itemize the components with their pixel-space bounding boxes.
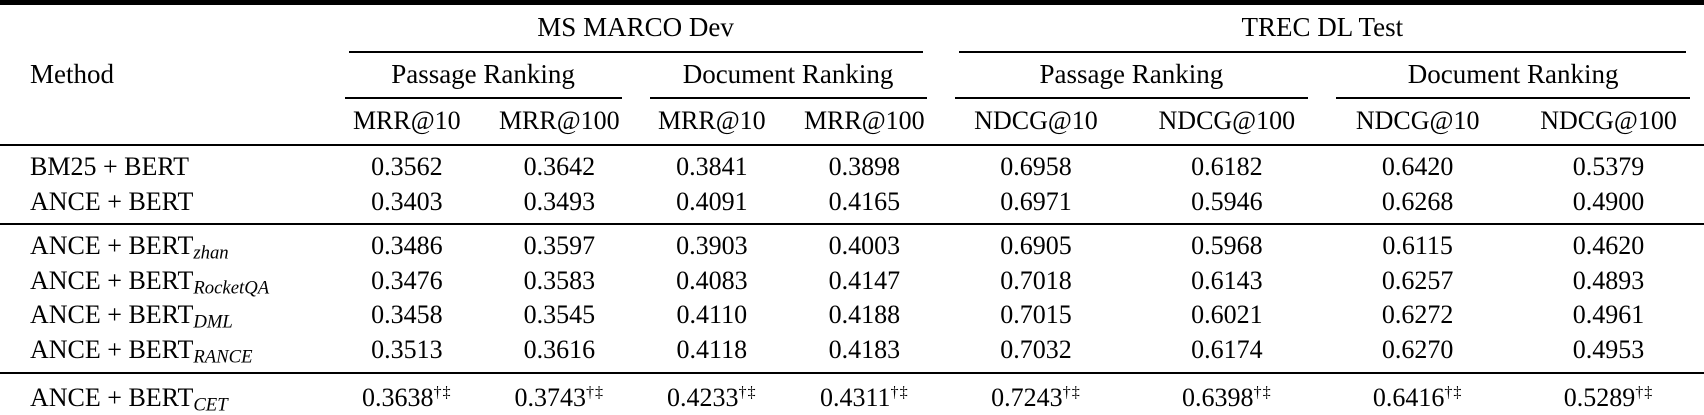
metric-value: 0.5968 [1191,231,1263,261]
metric-value: 0.4147 [828,265,901,295]
metric-value: 0.6270 [1381,334,1454,364]
method-column-header: Method [30,59,114,89]
metric-value: 0.6115 [1382,231,1453,261]
metric-value: 0.3545 [523,300,596,330]
metric-value: 0.6971 [1000,186,1072,216]
group-header-ms-marco-dev: MS MARCO Dev [331,3,941,53]
method-label: ANCE + BERTDML [30,300,233,334]
metric-value: 0.6272 [1381,300,1454,330]
metric-value: 0.3513 [371,334,443,364]
metric-header: NDCG@10 [1355,106,1480,135]
metric-value: 0.3642 [523,152,596,181]
metric-value: 0.6174 [1191,334,1263,364]
metric-value: 0.3403 [371,186,443,216]
metric-header: NDCG@100 [1158,106,1296,135]
table-row: ANCE + BERTRANCE 0.3513 0.3616 0.4118 0.… [0,333,1704,373]
metric-header: MRR@10 [657,106,766,135]
metric-value: 0.4188 [828,300,901,330]
metric-value: 0.3476 [371,265,443,295]
metric-value: 0.3583 [523,265,596,295]
metric-value: 0.5379 [1572,152,1645,181]
subgroup-header-row: Passage Ranking Document Ranking Passage… [0,53,1704,99]
metric-value: 0.3841 [676,152,748,181]
table-row: ANCE + BERTCET 0.3638†‡ 0.3743†‡ 0.4233†… [0,372,1704,415]
metric-value: 0.4893 [1572,265,1645,295]
metric-value: 0.6257 [1381,265,1454,295]
metric-value: 0.4165 [828,186,901,216]
table-row: ANCE + BERTzhan 0.3486 0.3597 0.3903 0.4… [0,224,1704,264]
metric-value: 0.3486 [371,231,443,261]
metric-value: 0.3493 [523,186,596,216]
metric-value: 0.4961 [1572,300,1645,330]
metric-value: 0.4083 [676,265,748,295]
method-label: BM25 + BERT [30,152,190,181]
metric-value: 0.4091 [676,186,748,216]
metric-header: MRR@10 [352,106,461,135]
metric-header-row: MRR@10 MRR@100 MRR@10 MRR@100 NDCG@10 ND… [0,99,1704,145]
group-header-row: Method MS MARCO Dev TREC DL Test [0,3,1704,89]
metric-header: MRR@100 [803,106,925,135]
table-row: BM25 + BERT 0.3562 0.3642 0.3841 0.3898 … [0,145,1704,185]
metric-value: 0.7243†‡ [991,382,1081,412]
metric-value: 0.6143 [1191,265,1263,295]
metric-value: 0.5289†‡ [1563,382,1654,412]
metric-value: 0.3638†‡ [362,382,452,412]
metric-value: 0.4620 [1572,231,1645,261]
group-header-label: MS MARCO Dev [348,12,923,53]
metric-value: 0.3562 [371,152,443,181]
metric-value: 0.3903 [676,231,748,261]
subgroup-ms-document-ranking: Document Ranking [636,53,941,99]
metric-value: 0.3458 [371,300,443,330]
method-label: ANCE + BERTRocketQA [30,265,270,299]
metric-value: 0.6420 [1381,152,1454,181]
metric-value: 0.7015 [1000,300,1072,330]
metric-value: 0.3597 [523,231,596,261]
metric-value: 0.4118 [676,334,748,364]
metric-value: 0.6398†‡ [1182,382,1272,412]
table-row: ANCE + BERT 0.3403 0.3493 0.4091 0.4165 … [0,185,1704,225]
metric-value: 0.6182 [1191,152,1263,181]
metric-value: 0.4110 [676,300,748,330]
metric-value: 0.4183 [828,334,901,364]
table-row: ANCE + BERTDML 0.3458 0.3545 0.4110 0.41… [0,298,1704,333]
metric-value: 0.4311†‡ [819,382,909,412]
subgroup-ms-passage-ranking: Passage Ranking [331,53,636,99]
subgroup-label: Document Ranking [649,59,927,99]
method-label: ANCE + BERTzhan [30,231,229,264]
metric-header: NDCG@10 [974,106,1098,135]
metric-value: 0.3616 [523,334,596,364]
metric-value: 0.4233†‡ [667,382,757,412]
metric-header: NDCG@100 [1540,106,1677,135]
metric-value: 0.6021 [1191,300,1263,330]
method-label: ANCE + BERT [30,186,194,216]
metric-value: 0.4953 [1572,334,1645,364]
metric-value: 0.3743†‡ [514,382,605,412]
metric-value: 0.6416†‡ [1372,382,1463,412]
metric-value: 0.4003 [828,231,901,261]
metric-value: 0.7032 [1000,334,1072,364]
subgroup-label: Document Ranking [1336,59,1690,99]
table-row: ANCE + BERTRocketQA 0.3476 0.3583 0.4083… [0,264,1704,299]
metric-value: 0.6958 [1000,152,1072,181]
metric-value: 0.3898 [828,152,901,181]
subgroup-trec-passage-ranking: Passage Ranking [941,53,1323,99]
group-header-label: TREC DL Test [958,12,1686,53]
metric-value: 0.4900 [1572,186,1645,216]
metric-header: MRR@100 [498,106,620,135]
metric-value: 0.6905 [1000,231,1072,261]
method-label: ANCE + BERTRANCE [30,334,253,368]
subgroup-label: Passage Ranking [344,59,622,99]
metric-value: 0.5946 [1191,186,1263,216]
method-label: ANCE + BERTCET [30,382,228,415]
subgroup-trec-document-ranking: Document Ranking [1322,53,1704,99]
metric-value: 0.6268 [1381,186,1454,216]
metric-value: 0.7018 [1000,265,1072,295]
group-header-trec-dl-test: TREC DL Test [941,3,1704,53]
subgroup-label: Passage Ranking [954,59,1309,99]
